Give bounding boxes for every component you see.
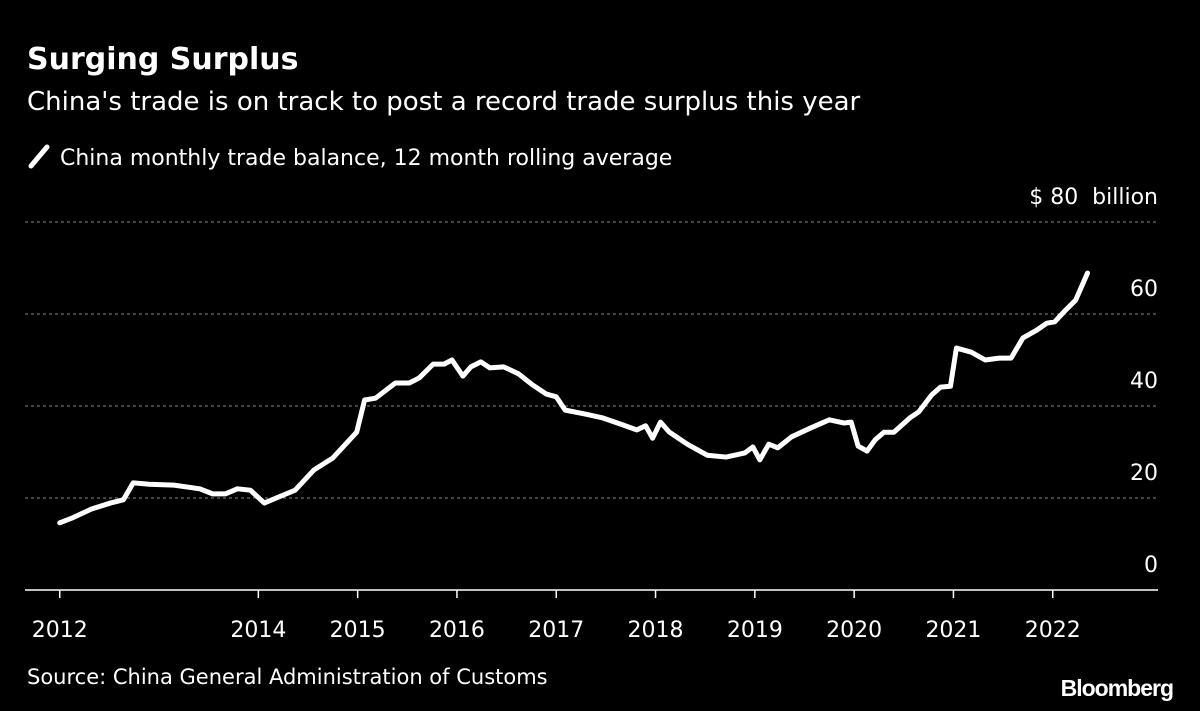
x-tick-label: 2022 <box>1025 618 1081 643</box>
brand: Bloomberg <box>1061 675 1173 701</box>
y-tick-label: 60 <box>1130 277 1158 302</box>
chart-subtitle: China's trade is on track to post a reco… <box>27 87 861 117</box>
x-tick-label: 2014 <box>230 618 286 643</box>
x-tick-label: 2015 <box>330 618 386 643</box>
y-tick-label: $ 80 billion <box>1029 185 1158 210</box>
x-tick-label: 2016 <box>429 618 485 643</box>
legend-swatch <box>28 144 50 169</box>
x-tick-label: 2021 <box>925 618 981 643</box>
y-tick-label: 40 <box>1130 369 1158 394</box>
x-tick-label: 2018 <box>628 618 684 643</box>
x-tick-label: 2020 <box>826 618 882 643</box>
line <box>57 270 1090 526</box>
y-tick-label: 20 <box>1130 461 1158 486</box>
x-tick-label: 2019 <box>727 618 783 643</box>
chart-title: Surging Surplus <box>27 42 299 77</box>
x-tick-label: 2012 <box>32 618 88 643</box>
source: Source: China General Administration of … <box>27 665 548 689</box>
x-tick-label: 2017 <box>528 618 584 643</box>
legend-label: China monthly trade balance, 12 month ro… <box>60 146 672 171</box>
y-tick-label: 0 <box>1144 553 1158 578</box>
